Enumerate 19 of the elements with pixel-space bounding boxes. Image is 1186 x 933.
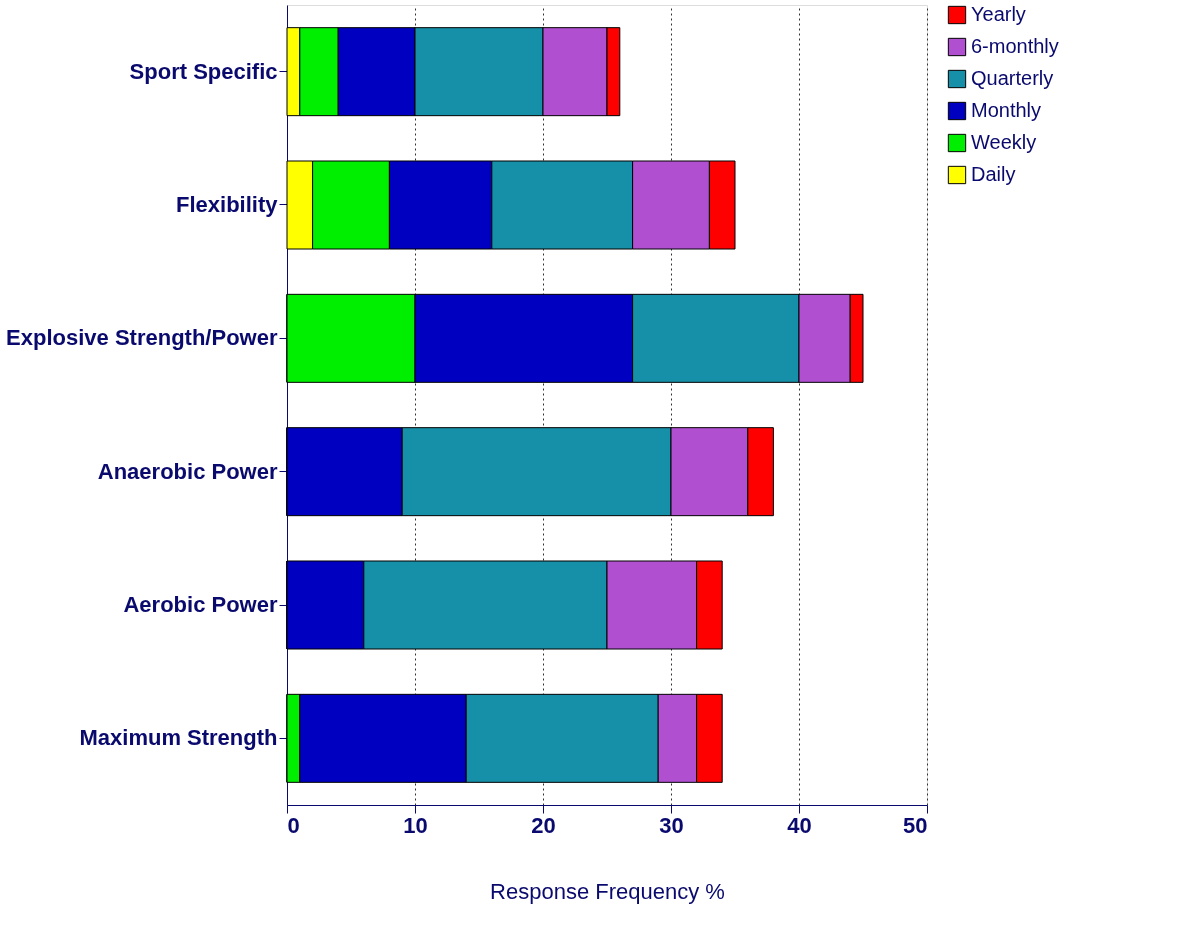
- legend-label: Monthly: [971, 99, 1042, 121]
- legend-label: 6-monthly: [971, 35, 1059, 57]
- legend-label: Daily: [971, 163, 1016, 185]
- y-tick-label: Explosive Strength/Power: [6, 325, 278, 351]
- legend-label: Yearly: [971, 3, 1026, 25]
- x-tick-label: 30: [659, 812, 684, 838]
- y-tick-label: Flexibility: [176, 192, 279, 217]
- x-tick-label: 20: [531, 812, 556, 838]
- y-tick-label: Aerobic Power: [123, 592, 278, 617]
- x-tick-label: 10: [403, 812, 428, 838]
- y-tick-label: Anaerobic Power: [97, 458, 278, 484]
- y-tick-label: Maximum Strength: [79, 725, 278, 751]
- x-tick-label: 0: [287, 812, 300, 838]
- legend-label: Weekly: [971, 131, 1037, 153]
- x-tick-label: 50: [903, 812, 928, 838]
- x-tick-label: 40: [787, 812, 812, 838]
- x-axis-title: Response Frequency %: [490, 878, 725, 904]
- legend-label: Quarterly: [971, 67, 1054, 89]
- y-tick-label: Sport Specific: [129, 58, 278, 84]
